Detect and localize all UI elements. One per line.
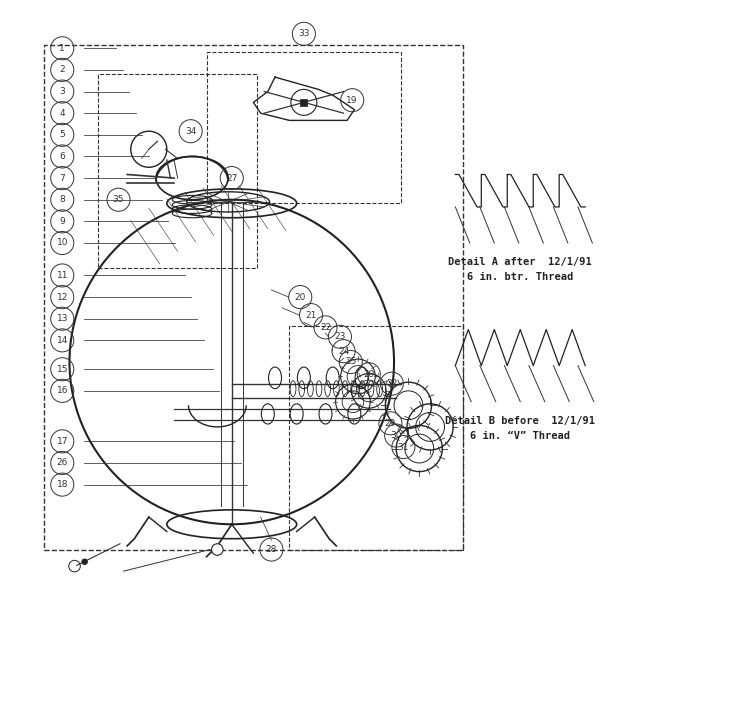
Text: 11: 11 [56,271,68,280]
Text: 17: 17 [56,437,68,446]
Text: 16: 16 [56,387,68,395]
Text: 9: 9 [59,217,65,226]
Text: 19: 19 [347,96,358,105]
Text: 20: 20 [295,292,306,302]
Text: 2: 2 [59,65,65,75]
Text: 29: 29 [385,418,396,428]
Text: Detail B before  12/1/91: Detail B before 12/1/91 [445,416,596,426]
Text: 29: 29 [363,370,374,379]
Text: 26: 26 [56,458,68,468]
Text: 6: 6 [59,152,65,161]
Text: 4: 4 [59,109,65,118]
Text: 13: 13 [56,314,68,323]
Text: 32: 32 [387,379,398,388]
Text: 7: 7 [59,174,65,182]
Text: 6 in. “V” Thread: 6 in. “V” Thread [470,431,570,440]
Text: 10: 10 [56,238,68,248]
Text: 33: 33 [298,30,310,38]
Text: 21: 21 [305,311,317,319]
Text: 1: 1 [59,43,65,53]
Circle shape [82,559,87,565]
Text: Detail A after  12/1/91: Detail A after 12/1/91 [448,258,592,267]
Text: 30: 30 [390,431,402,440]
Text: 8: 8 [59,195,65,204]
Text: 27: 27 [226,174,238,182]
Text: 31: 31 [398,442,409,452]
Text: 24: 24 [338,347,349,355]
Text: 14: 14 [56,336,68,345]
Text: 3: 3 [59,87,65,96]
Text: 5: 5 [59,130,65,139]
Text: 22: 22 [320,323,331,332]
Text: 28: 28 [265,545,277,554]
Text: 6 in. btr. Thread: 6 in. btr. Thread [467,272,573,282]
Text: 25: 25 [345,358,356,366]
Text: 23: 23 [334,332,346,341]
Text: 35: 35 [113,195,124,204]
Bar [300,98,308,106]
Circle shape [211,544,223,555]
Text: 34: 34 [185,127,196,135]
Text: 18: 18 [56,480,68,489]
Text: 12: 12 [56,292,68,302]
Text: 15: 15 [56,365,68,374]
